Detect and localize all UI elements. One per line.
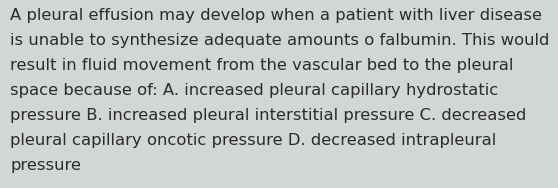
Text: pressure B. increased pleural interstitial pressure C. decreased: pressure B. increased pleural interstiti…: [10, 108, 526, 124]
Text: pleural capillary oncotic pressure D. decreased intrapleural: pleural capillary oncotic pressure D. de…: [10, 133, 496, 149]
Text: result in fluid movement from the vascular bed to the pleural: result in fluid movement from the vascul…: [10, 58, 513, 74]
Text: space because of: A. increased pleural capillary hydrostatic: space because of: A. increased pleural c…: [10, 83, 498, 99]
Text: is unable to synthesize adequate amounts o falbumin. This would: is unable to synthesize adequate amounts…: [10, 33, 550, 49]
Text: pressure: pressure: [10, 158, 81, 174]
Text: A pleural effusion may develop when a patient with liver disease: A pleural effusion may develop when a pa…: [10, 8, 542, 24]
